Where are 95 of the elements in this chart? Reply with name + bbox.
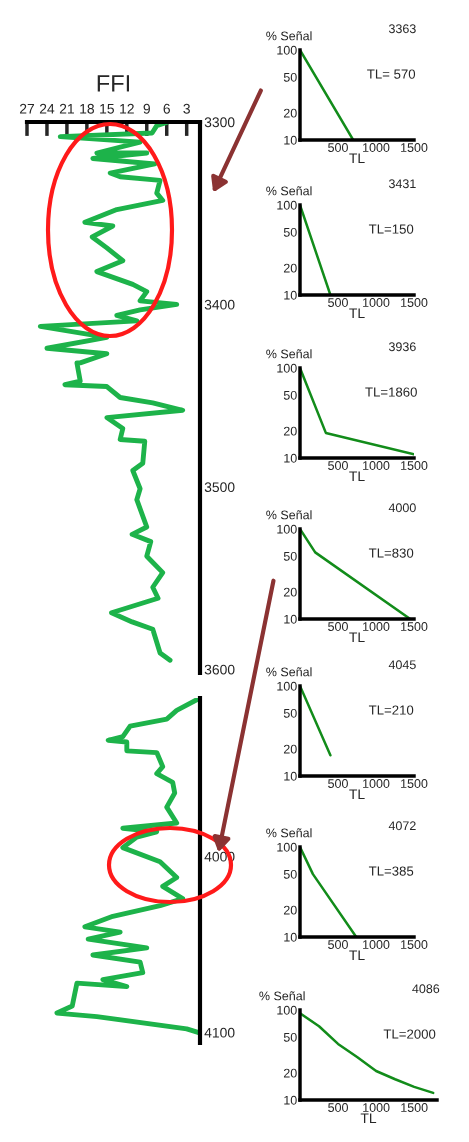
x-tick-label: 500: [328, 940, 348, 949]
y-tick-label: 10: [284, 771, 297, 781]
x-tick-label: 500: [328, 298, 348, 307]
chart-title: 4000: [388, 503, 416, 513]
y-axis-title: % Señal: [259, 991, 305, 1001]
line-series: [300, 1012, 435, 1095]
x-tick-label: 500: [328, 461, 348, 470]
y-tick-label: 50: [283, 551, 297, 561]
x-tick-label: 1500: [401, 298, 428, 307]
y-tick-label: 20: [283, 426, 297, 436]
x-axis-title: TL: [349, 153, 365, 164]
annotation: TL=210: [368, 705, 414, 715]
x-tick-label: 24: [39, 103, 55, 114]
y-tick-label: 3400: [204, 299, 235, 310]
y-tick-label: 4100: [204, 1027, 235, 1038]
y-tick-label: 3300: [204, 117, 235, 128]
x-axis-title: TL: [349, 308, 365, 319]
x-tick-label: 9: [143, 103, 150, 114]
x-tick-label: 500: [328, 1103, 348, 1112]
y-axis-title: % Señal: [266, 31, 312, 41]
x-axis-title: TL: [349, 632, 365, 643]
chart-title: 3936: [388, 342, 416, 352]
y-axis-title: % Señal: [266, 667, 312, 677]
y-tick-label: 10: [284, 932, 297, 942]
y-tick-label: 20: [283, 744, 297, 754]
chart-title: 3431: [388, 179, 416, 189]
y-tick-label: 100: [277, 681, 297, 691]
y-tick-label: 20: [283, 905, 297, 915]
x-tick-label: 1000: [363, 461, 390, 470]
y-axis-title: % Señal: [266, 186, 312, 196]
chart-title: 3363: [388, 24, 416, 34]
y-axis-title: % Señal: [266, 510, 312, 520]
line-series: [54, 698, 200, 1035]
annotation: TL= 570: [367, 69, 416, 79]
y-axis-title: % Señal: [266, 349, 312, 359]
chart-title: 4086: [412, 984, 440, 994]
annotation: TL=1860: [365, 387, 417, 397]
y-tick-label: 50: [283, 72, 297, 82]
y-tick-label: 100: [277, 200, 297, 210]
annotation: TL=2000: [383, 1029, 436, 1039]
y-tick-label: 50: [283, 390, 297, 400]
y-tick-label: 3600: [204, 664, 235, 675]
y-axis-title: % Señal: [266, 828, 312, 838]
x-tick-label: 27: [19, 103, 35, 114]
y-tick-label: 100: [277, 524, 297, 534]
x-tick-label: 500: [328, 622, 348, 631]
line-series: [37, 122, 186, 663]
y-tick-label: 10: [284, 1095, 297, 1105]
x-axis-title: TL: [349, 471, 365, 482]
x-tick-label: 1000: [363, 143, 390, 152]
x-tick-label: 1500: [401, 461, 428, 470]
y-tick-label: 3500: [204, 482, 235, 493]
chart-title: 4072: [388, 821, 416, 831]
annotation: TL=150: [368, 224, 414, 234]
x-tick-label: 500: [328, 779, 348, 788]
x-tick-label: 1500: [401, 1103, 428, 1112]
y-tick-label: 50: [283, 869, 297, 879]
y-tick-label: 100: [277, 1005, 297, 1015]
y-tick-label: 50: [283, 227, 297, 237]
x-axis-title: TL: [349, 950, 365, 961]
y-tick-label: 20: [283, 263, 297, 273]
x-tick-label: 1000: [363, 1103, 390, 1112]
x-tick-label: 12: [120, 103, 134, 114]
x-tick-label: 1500: [401, 940, 428, 949]
y-tick-label: 50: [283, 708, 297, 718]
x-tick-label: 1500: [401, 622, 428, 631]
y-tick-label: 10: [284, 453, 297, 463]
x-tick-label: 1500: [401, 143, 428, 152]
x-tick-label: 1000: [363, 779, 390, 788]
y-tick-label: 100: [277, 842, 297, 852]
x-tick-label: 500: [328, 143, 348, 152]
annotation: TL=385: [368, 866, 414, 876]
annotation: TL=830: [368, 548, 414, 558]
chart-title: FFI: [97, 75, 130, 92]
x-axis-title: TL: [360, 1113, 377, 1124]
x-tick-label: 21: [59, 103, 74, 114]
y-tick-label: 10: [284, 135, 297, 145]
x-tick-label: 6: [163, 103, 170, 114]
y-tick-label: 10: [284, 614, 297, 624]
y-tick-label: 20: [283, 587, 297, 597]
y-tick-label: 20: [283, 1068, 297, 1078]
x-axis-title: TL: [349, 789, 365, 800]
x-tick-label: 18: [80, 103, 95, 114]
x-tick-label: 1000: [363, 940, 390, 949]
x-tick-label: 1500: [401, 779, 428, 788]
y-tick-label: 20: [283, 108, 297, 118]
x-tick-label: 1000: [363, 298, 390, 307]
x-tick-label: 3: [183, 103, 190, 114]
y-tick-label: 50: [283, 1032, 297, 1042]
y-tick-label: 100: [277, 363, 297, 373]
y-tick-label: 10: [284, 290, 297, 300]
x-tick-label: 15: [100, 104, 114, 114]
chart-title: 4045: [388, 660, 416, 670]
y-tick-label: 100: [277, 45, 297, 55]
x-tick-label: 1000: [363, 622, 390, 631]
